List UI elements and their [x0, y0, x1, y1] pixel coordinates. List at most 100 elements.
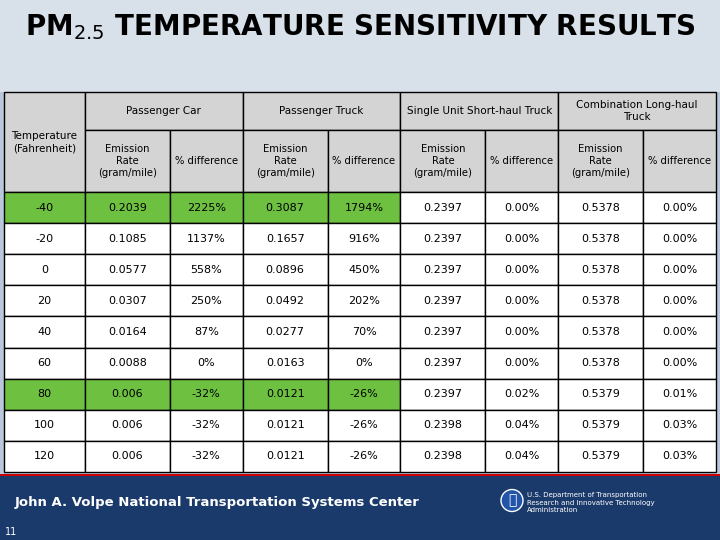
Text: 0.2397: 0.2397	[423, 327, 462, 337]
Text: 70%: 70%	[351, 327, 377, 337]
Bar	[85, 410, 170, 441]
Bar	[170, 441, 243, 472]
Text: 2225%: 2225%	[186, 202, 226, 213]
Text: 0.3087: 0.3087	[266, 202, 305, 213]
Text: 202%: 202%	[348, 296, 380, 306]
Bar	[558, 254, 643, 285]
Text: 0.5379: 0.5379	[581, 420, 620, 430]
Text: 100: 100	[34, 420, 55, 430]
Text: 0.01%: 0.01%	[662, 389, 697, 399]
Text: 0.0088: 0.0088	[108, 358, 147, 368]
Bar	[170, 130, 243, 192]
Text: 0.2397: 0.2397	[423, 358, 462, 368]
Text: 0.00%: 0.00%	[662, 234, 697, 244]
Bar	[243, 441, 328, 472]
Text: 0.00%: 0.00%	[662, 296, 697, 306]
Text: -40: -40	[35, 202, 53, 213]
Bar	[4, 379, 85, 410]
Bar	[485, 223, 558, 254]
Bar	[170, 348, 243, 379]
Text: 0.00%: 0.00%	[662, 202, 697, 213]
Text: 0.2039: 0.2039	[108, 202, 147, 213]
Bar	[485, 130, 558, 192]
Bar	[558, 379, 643, 410]
Text: Single Unit Short-haul Truck: Single Unit Short-haul Truck	[407, 106, 552, 116]
Bar	[243, 223, 328, 254]
Text: Temperature
(Fahrenheit): Temperature (Fahrenheit)	[12, 131, 78, 153]
Text: 0.5378: 0.5378	[581, 234, 620, 244]
Bar	[328, 285, 400, 316]
Bar	[328, 410, 400, 441]
Bar	[400, 379, 485, 410]
Bar	[243, 285, 328, 316]
Text: % difference: % difference	[648, 156, 711, 166]
Bar	[85, 254, 170, 285]
Bar	[643, 130, 716, 192]
Text: -32%: -32%	[192, 451, 220, 462]
Bar	[485, 379, 558, 410]
Bar	[558, 316, 643, 348]
Bar	[485, 285, 558, 316]
Bar	[4, 92, 716, 472]
Bar	[328, 348, 400, 379]
Text: 0.006: 0.006	[112, 420, 143, 430]
Text: 0.2397: 0.2397	[423, 296, 462, 306]
Bar	[243, 410, 328, 441]
Bar	[243, 316, 328, 348]
Bar	[243, 379, 328, 410]
Text: % difference: % difference	[333, 156, 395, 166]
Bar	[85, 223, 170, 254]
Bar	[643, 285, 716, 316]
Text: 0.1657: 0.1657	[266, 234, 305, 244]
Text: -32%: -32%	[192, 420, 220, 430]
Text: Emission
Rate
(gram/mile): Emission Rate (gram/mile)	[571, 144, 630, 178]
Bar	[170, 223, 243, 254]
Bar	[400, 348, 485, 379]
Bar	[4, 316, 85, 348]
Bar	[170, 379, 243, 410]
Text: 0.5379: 0.5379	[581, 451, 620, 462]
Bar	[485, 441, 558, 472]
Text: Emission
Rate
(gram/mile): Emission Rate (gram/mile)	[256, 144, 315, 178]
Bar	[4, 192, 85, 223]
Text: % difference: % difference	[490, 156, 554, 166]
Text: 40: 40	[37, 327, 52, 337]
Text: PM$_{2.5}$ TEMPERATURE SENSITIVITY RESULTS: PM$_{2.5}$ TEMPERATURE SENSITIVITY RESUL…	[24, 12, 696, 42]
Bar	[400, 316, 485, 348]
Bar	[558, 223, 643, 254]
Text: 0.1085: 0.1085	[108, 234, 147, 244]
Text: 0.0163: 0.0163	[266, 358, 305, 368]
Bar	[558, 348, 643, 379]
Bar	[643, 441, 716, 472]
Bar	[400, 254, 485, 285]
Text: 0.006: 0.006	[112, 451, 143, 462]
Bar	[400, 285, 485, 316]
Text: 0.0577: 0.0577	[108, 265, 147, 275]
Text: 0.2397: 0.2397	[423, 389, 462, 399]
Bar	[4, 285, 85, 316]
Bar	[400, 192, 485, 223]
Text: -26%: -26%	[350, 389, 379, 399]
Text: 0.0121: 0.0121	[266, 420, 305, 430]
Bar	[328, 254, 400, 285]
Bar	[643, 379, 716, 410]
Text: 1137%: 1137%	[187, 234, 225, 244]
Text: ⓓ: ⓓ	[508, 494, 516, 508]
Bar	[400, 410, 485, 441]
Text: 80: 80	[37, 389, 52, 399]
Text: 60: 60	[37, 358, 51, 368]
Text: 0.0121: 0.0121	[266, 451, 305, 462]
Bar	[400, 223, 485, 254]
Bar	[328, 223, 400, 254]
Bar	[558, 192, 643, 223]
Text: 0.00%: 0.00%	[504, 327, 539, 337]
Bar	[170, 192, 243, 223]
Text: 0: 0	[41, 265, 48, 275]
Bar	[85, 192, 170, 223]
Text: 0%: 0%	[197, 358, 215, 368]
Text: Research and Innovative Technology: Research and Innovative Technology	[527, 500, 654, 505]
Bar	[558, 92, 716, 130]
Bar	[243, 254, 328, 285]
Bar	[643, 223, 716, 254]
Bar	[558, 285, 643, 316]
